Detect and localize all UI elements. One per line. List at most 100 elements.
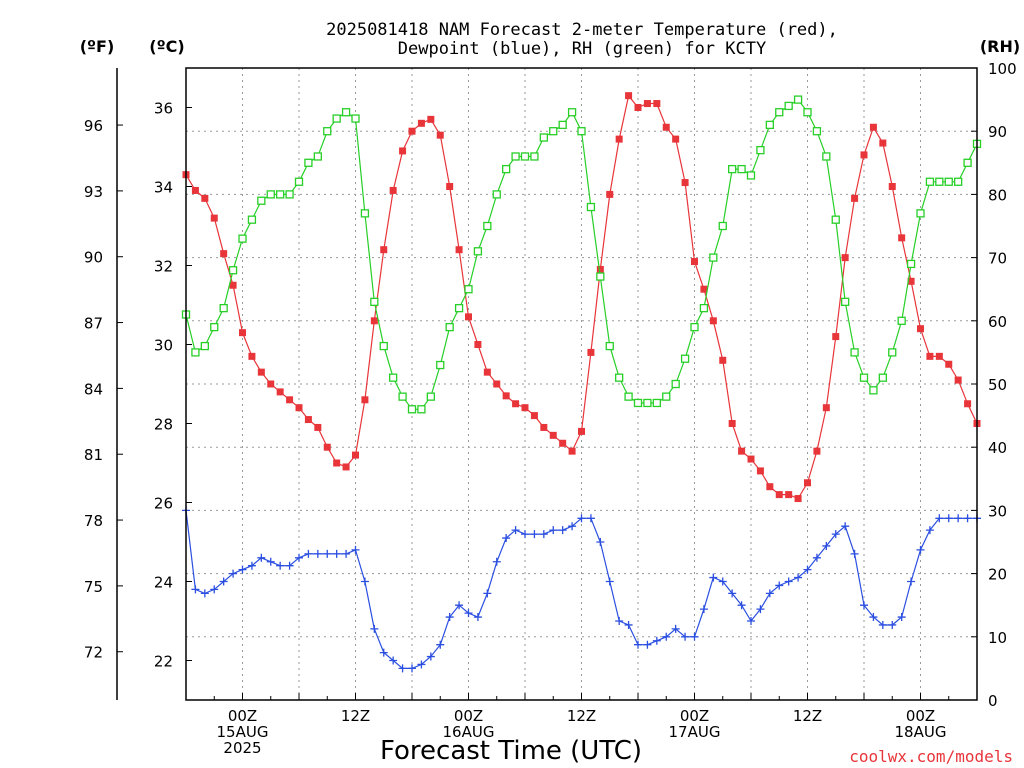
dewpoint-point (907, 577, 916, 586)
fahrenheit-tick-label: 96 (84, 117, 103, 135)
time-tick-label: 00Z (454, 707, 483, 725)
rh-point (200, 341, 209, 351)
temperature-point (229, 281, 237, 289)
temperature-point (455, 246, 463, 254)
temperature-point (785, 491, 793, 499)
dewpoint-point (417, 660, 426, 669)
dewpoint-point (276, 561, 285, 570)
temperature-point (860, 151, 868, 159)
plot-frame (185, 67, 978, 701)
dewpoint-point (709, 573, 718, 582)
temperature-series (182, 92, 981, 503)
rh-point (765, 120, 774, 130)
temperature-point (822, 404, 830, 412)
dewpoint-point (285, 561, 294, 570)
fahrenheit-tick-label: 93 (84, 183, 103, 201)
dewpoint-point (869, 613, 878, 622)
rh-point (511, 152, 520, 161)
rh-point (906, 259, 916, 269)
rh-tick-label: 70 (988, 250, 1007, 268)
x-axis-title: Forecast Time (UTC) (380, 736, 642, 766)
dewpoint-point (219, 577, 228, 586)
temperature-point (954, 376, 962, 384)
rh-tick-label: 20 (988, 566, 1007, 584)
dewpoint-point (389, 656, 398, 665)
rh-point (567, 108, 577, 117)
rh-point (944, 177, 953, 186)
temperature-point (239, 329, 246, 337)
temperature-point (512, 400, 520, 408)
dewpoint-point (624, 620, 633, 629)
temperature-point (191, 186, 199, 194)
rh-point (859, 373, 869, 382)
celsius-tick-label: 32 (154, 258, 173, 276)
rh-point (624, 392, 633, 401)
dewpoint-point (210, 585, 219, 594)
dewpoint-point (200, 589, 209, 598)
rh-point (699, 304, 709, 313)
dewpoint-point (464, 609, 473, 618)
rh-point (191, 348, 200, 357)
fahrenheit-tick-label: 75 (84, 578, 103, 596)
time-tick-label: 15AUG (217, 723, 269, 741)
time-tick-label: 17AUG (669, 723, 721, 741)
rh-point (850, 348, 859, 357)
celsius-tick-label: 28 (154, 416, 173, 434)
time-tick-label: 12Z (567, 707, 596, 725)
dewpoint-point (963, 514, 972, 523)
rh-point (680, 354, 690, 363)
dewpoint-point (313, 549, 322, 558)
rh-point (718, 221, 727, 231)
dewpoint-point (954, 514, 963, 523)
rh-point (709, 253, 718, 262)
temperature-point (888, 183, 896, 190)
dewpoint-point (662, 632, 671, 641)
time-tick-label: 12Z (341, 707, 370, 725)
temperature-point (813, 447, 821, 455)
temperature-point (502, 392, 510, 400)
temperature-point (295, 404, 303, 412)
temperature-point (408, 127, 416, 135)
dewpoint-point (360, 577, 369, 586)
dewpoint-point (304, 549, 313, 558)
temperature-point (248, 352, 256, 360)
dewpoint-point (549, 526, 558, 535)
temperature-point (917, 325, 924, 333)
rh-point (379, 341, 388, 351)
rh-point (812, 127, 822, 136)
temperature-point (286, 396, 294, 404)
rh-point (294, 177, 304, 186)
dewpoint-point (247, 561, 256, 570)
dewpoint-point (860, 601, 868, 610)
dewpoint-point (511, 526, 520, 535)
temperature-point (304, 416, 312, 424)
celsius-tick-label: 36 (154, 100, 173, 118)
time-tick-label: 00Z (680, 707, 709, 725)
temperature-point (709, 317, 717, 325)
dewpoint-point (878, 620, 887, 629)
dewpoint-point (257, 553, 266, 562)
temperature-point (662, 123, 670, 131)
dewpoint-point (342, 549, 351, 558)
time-tick-label: 18AUG (895, 723, 947, 741)
temperature-point (474, 341, 482, 348)
fahrenheit-tick-label: 78 (84, 512, 103, 530)
dewpoint-point (586, 514, 595, 523)
rh-point (323, 127, 332, 136)
dewpoint-point (426, 652, 435, 661)
temperature-point (483, 368, 491, 376)
celsius-tick-label: 26 (154, 495, 173, 513)
rh-point (963, 158, 972, 167)
rh-tick-label: 90 (988, 123, 1007, 141)
dewpoint-point (502, 534, 511, 543)
rh-point (332, 114, 341, 123)
rh-point (473, 247, 483, 256)
rh-point (662, 392, 671, 401)
celsius-tick-label: 34 (154, 179, 173, 197)
rh-point (633, 398, 643, 408)
fahrenheit-tick-label: 90 (84, 249, 103, 267)
temperature-point (578, 427, 585, 435)
rh-point (784, 101, 793, 111)
dewpoint-point (812, 553, 821, 562)
